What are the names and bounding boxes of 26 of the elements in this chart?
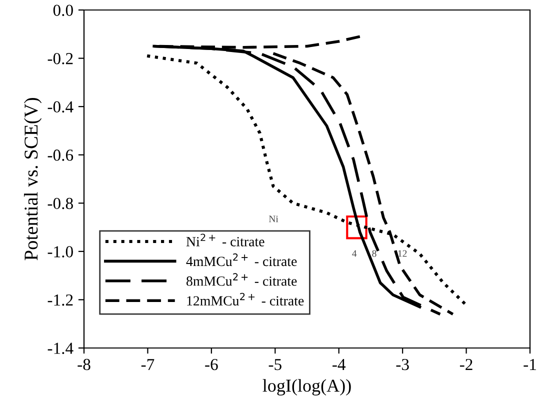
x-tick-label: -2 <box>460 358 472 370</box>
legend-label: 12mMCu$^{2+}$ - citrate <box>187 292 304 306</box>
y-tick-label: -0.6 <box>48 150 74 161</box>
y-axis-title: Potential vs. SCE(V) <box>24 98 42 260</box>
x-tick-label: -1 <box>524 358 536 370</box>
x-axis-title: logI(log(A)) <box>262 379 351 396</box>
annotation: 8 <box>372 250 376 257</box>
y-tick-label: -1.4 <box>48 342 74 354</box>
legend-label: Ni$^{2+}$ - citrate <box>186 234 264 246</box>
x-tick-label: -4 <box>332 359 346 370</box>
x-tick-label: -7 <box>141 359 154 370</box>
x-tick-label: -8 <box>78 358 90 370</box>
annotation: 12 <box>398 250 407 257</box>
y-tick-label: -1.0 <box>48 246 73 258</box>
y-tick-label: -1.2 <box>48 294 73 306</box>
annotation: 4 <box>352 250 357 257</box>
legend-label: 4mMCu$^{2+}$ - citrate <box>186 253 297 266</box>
y-tick-label: -0.8 <box>48 198 73 210</box>
x-tick-label: -6 <box>205 358 218 370</box>
y-tick-label: 0.0 <box>53 4 73 16</box>
x-tick-label: -5 <box>268 359 282 370</box>
x-tick-label: -3 <box>396 358 409 370</box>
annotation: Ni <box>268 216 278 222</box>
legend-label: 8mMCu$^{2+}$ - citrate <box>186 273 297 286</box>
y-tick-label: -0.4 <box>48 101 74 113</box>
y-tick-label: -0.2 <box>48 52 73 64</box>
